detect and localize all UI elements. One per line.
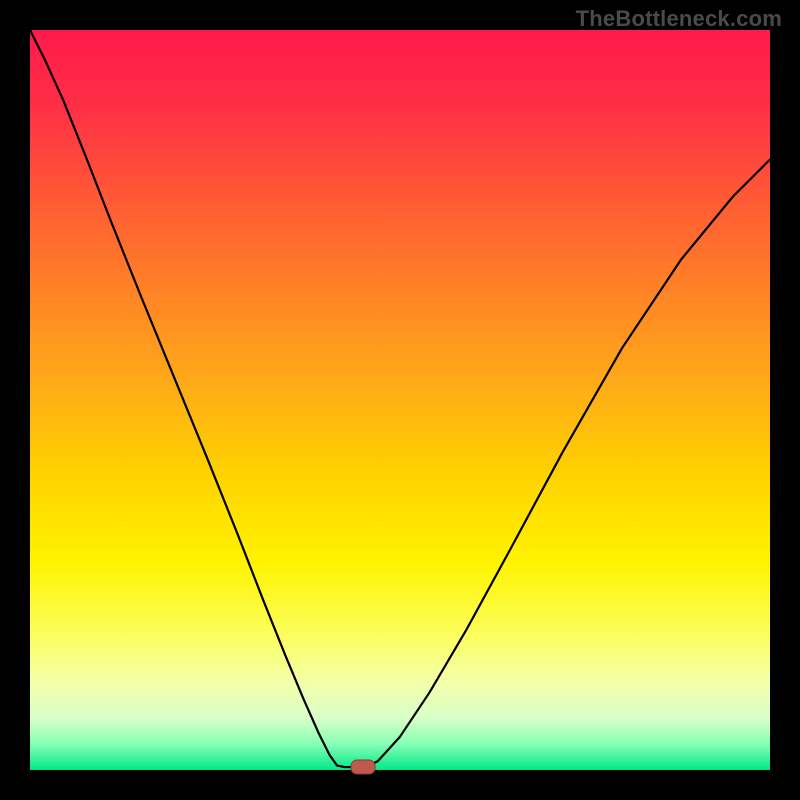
plot-background-gradient (30, 30, 770, 770)
bottleneck-marker (351, 760, 375, 774)
bottleneck-chart (0, 0, 800, 800)
watermark-text: TheBottleneck.com (576, 6, 782, 32)
